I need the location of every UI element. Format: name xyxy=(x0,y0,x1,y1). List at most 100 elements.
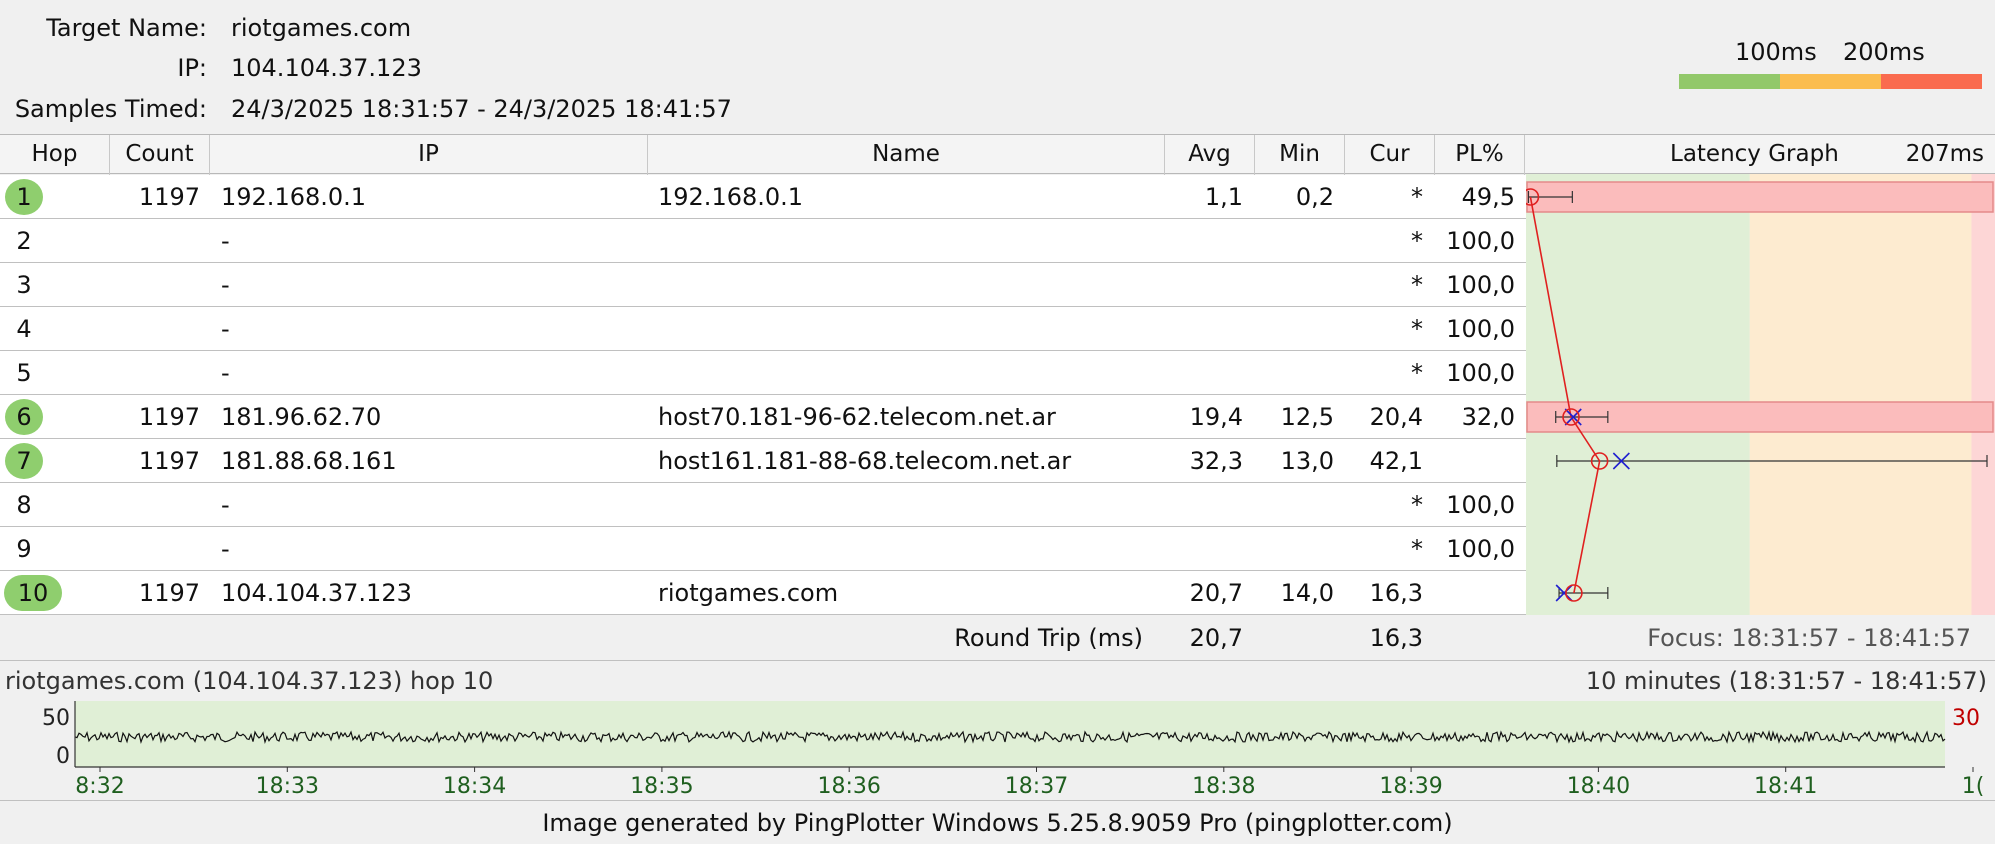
hop-min-cell: 13,0 xyxy=(1280,447,1334,475)
avg-latency-marker xyxy=(1562,408,1580,426)
hop-cur-cell: * xyxy=(1411,359,1423,387)
hop-cur-cell: * xyxy=(1411,271,1423,299)
hop-min-cell: 14,0 xyxy=(1280,579,1334,607)
round-trip-cur: 16,3 xyxy=(1369,624,1423,652)
hop-number-cell: 7 xyxy=(0,439,48,483)
hop-cur-cell: * xyxy=(1411,227,1423,255)
hop-number-cell: 8 xyxy=(0,483,48,527)
avg-latency-marker xyxy=(1526,188,1540,206)
hop-min-cell xyxy=(1254,219,1334,263)
hop-cur-cell: * xyxy=(1411,183,1423,211)
hop-pl-cell xyxy=(1433,571,1515,615)
zone-good xyxy=(1526,174,1750,615)
column-count[interactable]: Count xyxy=(110,135,210,175)
timeline-tick-label: 18:35 xyxy=(630,774,693,799)
hop-number-cell: 5 xyxy=(0,351,48,395)
hop-min-cell xyxy=(1254,527,1334,571)
hop-ip-cell: - xyxy=(221,535,230,563)
avg-latency-line xyxy=(1529,196,1601,594)
hop-pl-cell: 49,5 xyxy=(1461,183,1515,211)
target-name-value: riotgames.com xyxy=(231,14,412,42)
hop-name-cell: host70.181-96-62.telecom.net.ar xyxy=(658,403,1056,431)
timeline-range: 10 minutes (18:31:57 - 18:41:57) xyxy=(1585,667,1987,695)
hop-number: 7 xyxy=(16,447,32,475)
hop-count-cell: 1197 xyxy=(138,447,200,475)
hop-number: 1 xyxy=(16,183,32,211)
hop-ip-cell: 104.104.37.123 xyxy=(221,579,412,607)
timeline-right-marker: 30 xyxy=(1952,706,1980,731)
column-pl[interactable]: PL% xyxy=(1435,135,1525,175)
hop-avg-cell: 32,3 xyxy=(1189,447,1243,475)
timeline-tick-label: 8:32 xyxy=(75,774,124,799)
hop-avg-cell: 20,7 xyxy=(1189,579,1243,607)
latency-graph-svg[interactable] xyxy=(1526,174,1995,616)
hop-pl-cell: 100,0 xyxy=(1446,227,1515,255)
hop-pl-cell: 100,0 xyxy=(1446,491,1515,519)
hop-min-cell xyxy=(1254,307,1334,351)
hop-cur-cell: * xyxy=(1411,491,1423,519)
column-ip[interactable]: IP xyxy=(210,135,648,175)
timeline-tick-label: 18:40 xyxy=(1567,774,1630,799)
column-avg[interactable]: Avg xyxy=(1165,135,1255,175)
hop-count-cell xyxy=(112,351,200,395)
hop-number-cell: 9 xyxy=(0,527,48,571)
hop-name-cell: riotgames.com xyxy=(658,579,839,607)
hop-number: 9 xyxy=(16,535,32,563)
column-name[interactable]: Name xyxy=(648,135,1165,175)
column-latency-graph[interactable]: Latency Graph 207ms xyxy=(1525,135,1995,175)
latency-color-scale xyxy=(1679,74,1982,89)
hop-count-cell xyxy=(112,307,200,351)
hop-ip-cell: - xyxy=(221,227,230,255)
column-cur[interactable]: Cur xyxy=(1345,135,1435,175)
hop-ip-cell: - xyxy=(221,315,230,343)
latency-graph-title: Latency Graph xyxy=(1670,141,1839,167)
table-row[interactable]: 5 - * 100,0 xyxy=(0,351,1526,395)
hop-name-cell xyxy=(658,263,1158,307)
hop-name-cell xyxy=(658,483,1158,527)
round-trip-row: Round Trip (ms) 20,7 16,3 Focus: 18:31:5… xyxy=(0,616,1995,660)
table-row[interactable]: 9 - * 100,0 xyxy=(0,527,1526,571)
hop-status-indicator xyxy=(5,179,43,215)
hop-avg-cell: 1,1 xyxy=(1204,183,1243,211)
hop-avg-cell xyxy=(1163,483,1243,527)
table-row[interactable]: 7 1197 181.88.68.161 host161.181-88-68.tele… xyxy=(0,439,1526,483)
hop-name-cell xyxy=(658,527,1158,571)
table-row[interactable]: 1 1197 192.168.0.1 192.168.0.1 1,1 0,2 * 49,5 xyxy=(0,175,1526,219)
round-trip-label: Round Trip (ms) xyxy=(954,624,1143,652)
hop-name-cell xyxy=(658,351,1158,395)
cur-latency-marker xyxy=(1564,408,1582,426)
hop-cur-cell: * xyxy=(1411,535,1423,563)
cur-latency-marker xyxy=(1612,452,1630,470)
timeline-chart[interactable]: 50 0 30 8:32 18:33 18:34 18:35 18:36 18:37 18:38 1… xyxy=(0,697,1995,801)
table-row[interactable]: 2 - * 100,0 xyxy=(0,219,1526,263)
column-hop[interactable]: Hop xyxy=(0,135,110,175)
timeline-latency-trace xyxy=(74,729,1946,744)
timeline-tick-label: 18:36 xyxy=(817,774,880,799)
scale-200-label: 200ms xyxy=(1843,38,1925,66)
hop-ip-cell: 192.168.0.1 xyxy=(221,183,367,211)
cur-latency-marker xyxy=(1555,584,1573,602)
hop-pl-cell xyxy=(1433,439,1515,483)
table-row[interactable]: 4 - * 100,0 xyxy=(0,307,1526,351)
table-row[interactable]: 3 - * 100,0 xyxy=(0,263,1526,307)
hop-number: 4 xyxy=(16,315,32,343)
table-row[interactable]: 10 1197 104.104.37.123 riotgames.com 20,7 14,… xyxy=(0,571,1526,615)
hop-number-cell: 2 xyxy=(0,219,48,263)
table-row[interactable]: 8 - * 100,0 xyxy=(0,483,1526,527)
latency-graph-max: 207ms xyxy=(1905,141,1984,167)
latency-graph[interactable] xyxy=(1526,174,1995,616)
hop-count-cell: 1197 xyxy=(138,579,200,607)
table-row[interactable]: 6 1197 181.96.62.70 host70.181-96-62.teleco… xyxy=(0,395,1526,439)
hop-min-cell xyxy=(1254,351,1334,395)
column-min[interactable]: Min xyxy=(1255,135,1345,175)
timeline-tick-label: 18:38 xyxy=(1192,774,1255,799)
hop-avg-cell xyxy=(1163,219,1243,263)
timeline-y-min: 0 xyxy=(56,744,70,769)
timeline-panel[interactable]: riotgames.com (104.104.37.123) hop 10 10… xyxy=(0,660,1995,800)
hop-count-cell: 1197 xyxy=(138,183,200,211)
hop-number-cell: 4 xyxy=(0,307,48,351)
timeline-tick-label: 18:41 xyxy=(1754,774,1817,799)
column-header-row: Hop Count IP Name Avg Min Cur PL% Latenc… xyxy=(0,134,1995,175)
hop-cur-cell: 16,3 xyxy=(1369,579,1423,607)
hop-pl-cell: 32,0 xyxy=(1461,403,1515,431)
